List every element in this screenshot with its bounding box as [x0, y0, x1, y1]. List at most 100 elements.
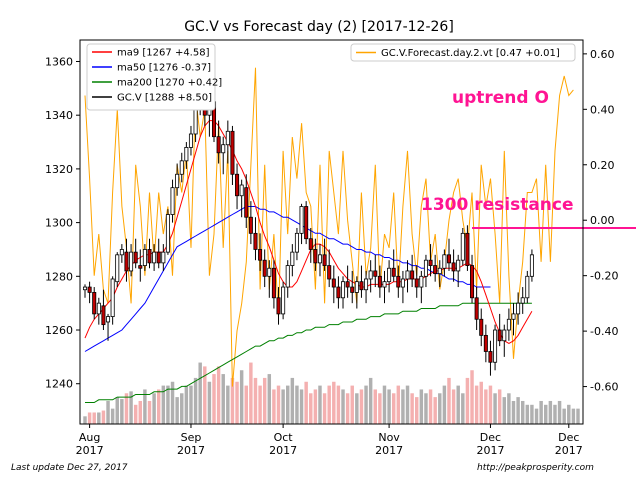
candle-body	[106, 316, 111, 323]
candle-body	[529, 254, 534, 277]
legend-right-box	[350, 43, 576, 62]
candle-body	[327, 265, 332, 280]
candle-body	[184, 147, 189, 162]
candle-body	[221, 144, 226, 154]
volume-bar	[488, 385, 493, 424]
volume-bar	[410, 393, 414, 424]
volume-bar	[562, 408, 566, 424]
candle-body	[179, 160, 184, 175]
candle-body	[96, 302, 101, 315]
candle-body	[262, 259, 267, 277]
volume-bar	[124, 393, 129, 424]
candle-body	[170, 187, 175, 215]
volume-bar	[359, 389, 364, 424]
volume-bar	[322, 393, 327, 424]
volume-bar	[143, 389, 147, 424]
x-tick-year: 2017	[555, 444, 583, 457]
candle-body	[437, 267, 442, 275]
volume-bar	[147, 400, 152, 424]
candle-body	[239, 184, 244, 197]
volume-bar	[415, 397, 419, 424]
candle-body	[479, 318, 484, 336]
volume-bar	[290, 377, 295, 424]
candle-body	[317, 254, 322, 264]
candle-body	[258, 249, 263, 261]
volume-bar	[520, 400, 525, 424]
volume-bar	[156, 389, 161, 424]
volume-bar	[401, 389, 405, 424]
y-right-tick-label: 0.60	[590, 48, 615, 61]
volume-bar	[396, 385, 401, 424]
y-left-tick-label: 1360	[45, 55, 73, 68]
candle-body	[405, 270, 410, 280]
volume-bar	[438, 393, 442, 424]
volume-bar	[295, 385, 299, 424]
candle-body	[516, 302, 521, 315]
candle-body	[267, 267, 272, 277]
volume-bar	[216, 366, 221, 424]
y-left-tick-label: 1340	[45, 109, 73, 122]
footer-right[interactable]: http://peakprosperity.com	[477, 463, 594, 473]
candle-body	[442, 254, 447, 269]
volume-bar	[203, 366, 207, 424]
candle-body	[387, 267, 392, 283]
y-left-tick-label: 1320	[45, 163, 73, 176]
candle-body	[465, 232, 470, 266]
volume-bar	[110, 408, 115, 424]
candle-body	[290, 251, 295, 266]
volume-bar	[332, 381, 336, 424]
volume-bar	[516, 397, 520, 424]
chart-title: GC.V vs Forecast day (2) [2017-12-26]	[184, 19, 454, 35]
candle-body	[82, 286, 88, 291]
candle-body	[336, 286, 341, 299]
candlesticks	[82, 56, 534, 376]
candle-body	[110, 278, 115, 317]
volume-bar	[281, 389, 285, 424]
candle-body	[502, 329, 507, 342]
volume-bar	[276, 385, 281, 424]
volume-bar	[368, 377, 373, 424]
candle-body	[410, 270, 415, 280]
volume-bar	[120, 399, 124, 424]
volume-bar	[258, 385, 262, 424]
candle-body	[428, 259, 433, 266]
candle-body	[101, 305, 106, 326]
volume-bar	[544, 404, 548, 424]
candle-body	[497, 329, 502, 342]
volume-bar	[364, 385, 368, 424]
volume-bar	[447, 377, 451, 424]
volume-bar	[567, 404, 571, 424]
candle-body	[133, 251, 138, 264]
candle-body	[294, 232, 299, 253]
candle-body	[313, 249, 318, 264]
volume-bar	[511, 400, 516, 424]
x-tick-label: Nov	[378, 431, 400, 444]
x-tick-label: Dec	[558, 431, 579, 444]
candle-body	[460, 232, 465, 261]
candle-body	[115, 254, 120, 283]
volume-bar	[267, 374, 272, 424]
annotations: uptrend O 1300 resistance	[421, 88, 636, 229]
candle-body	[92, 292, 97, 315]
volume-bar	[304, 381, 308, 424]
candle-body	[161, 251, 166, 264]
volume-bar	[189, 385, 193, 424]
volume-bar	[318, 385, 322, 424]
candle-body	[451, 262, 456, 272]
candle-body	[493, 329, 498, 363]
volume-bar	[530, 404, 534, 424]
volume-bar	[184, 385, 189, 424]
candle-body	[446, 254, 452, 264]
volume-bar	[576, 408, 580, 424]
volume-bar	[212, 374, 216, 424]
volume-bar	[378, 393, 382, 424]
candle-body	[364, 278, 369, 291]
candle-body	[285, 265, 290, 288]
volume-bar	[493, 393, 497, 424]
y-right-tick-label: 0.20	[590, 159, 615, 172]
candle-body	[525, 275, 530, 299]
candle-body	[119, 249, 124, 256]
candle-body	[322, 254, 327, 266]
volume-bar	[373, 389, 377, 424]
axes: 1240 1260 1280 1300 1320 1340 1360 0.60 0.40 0.20…	[45, 48, 618, 457]
